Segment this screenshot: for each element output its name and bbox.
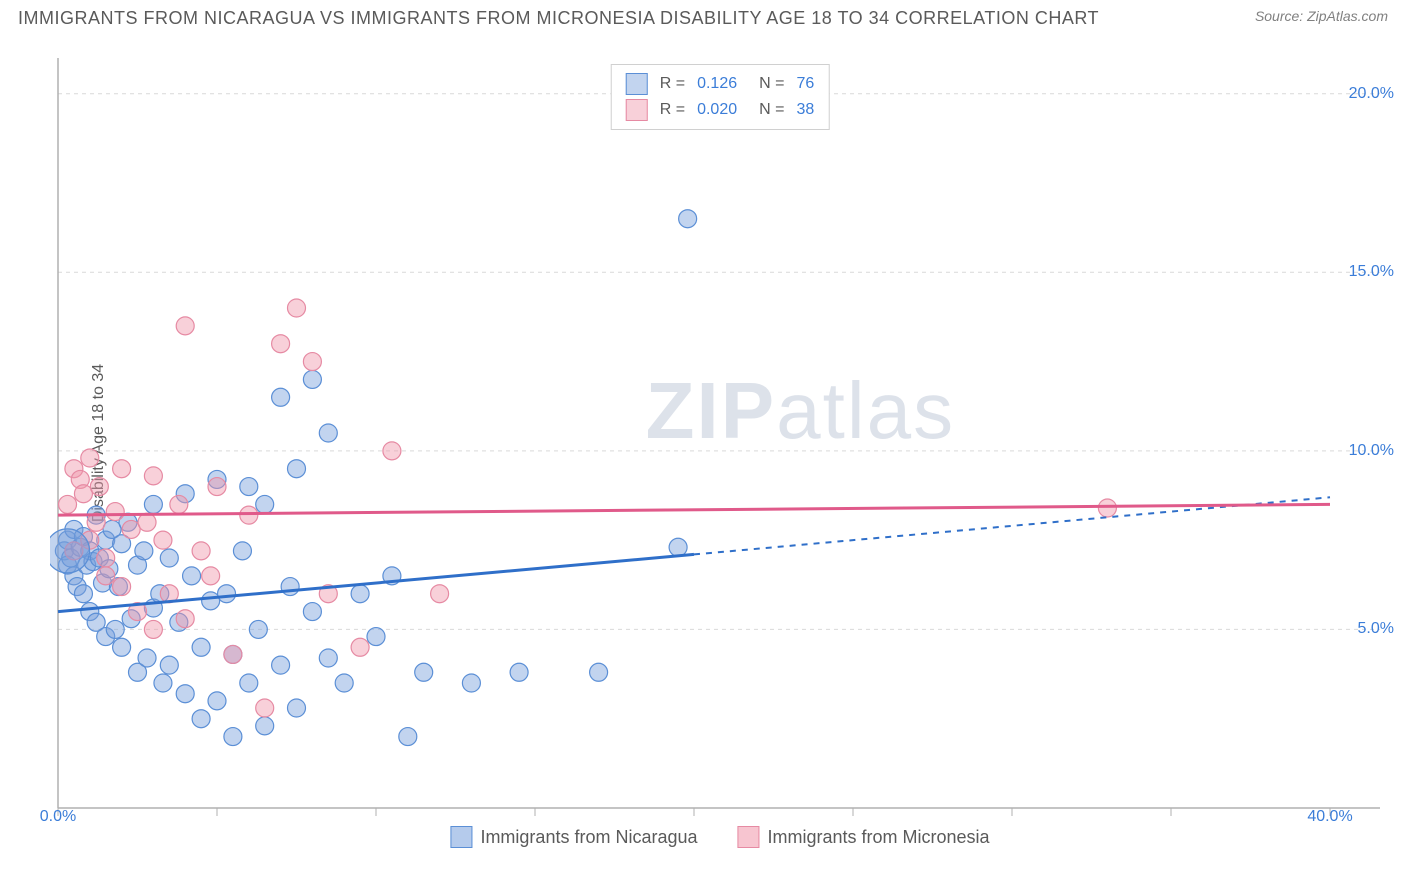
legend-row-micronesia: R = 0.020 N = 38 <box>626 97 815 123</box>
legend-row-nicaragua: R = 0.126 N = 76 <box>626 71 815 97</box>
legend-label-nicaragua: Immigrants from Nicaragua <box>480 827 697 848</box>
correlation-legend: R = 0.126 N = 76 R = 0.020 N = 38 <box>611 64 830 130</box>
swatch-nicaragua <box>450 826 472 848</box>
r-label: R = <box>660 101 685 119</box>
legend-label-micronesia: Immigrants from Micronesia <box>768 827 990 848</box>
chart-title: IMMIGRANTS FROM NICARAGUA VS IMMIGRANTS … <box>18 8 1099 29</box>
series-legend: Immigrants from Nicaragua Immigrants fro… <box>450 826 989 848</box>
y-tick-label: 10.0% <box>1349 442 1394 460</box>
y-tick-label: 15.0% <box>1349 263 1394 281</box>
x-tick-label: 40.0% <box>1307 808 1352 826</box>
x-tick-label: 0.0% <box>40 808 76 826</box>
y-tick-label: 5.0% <box>1358 620 1394 638</box>
source-label: Source: ZipAtlas.com <box>1255 8 1388 24</box>
swatch-nicaragua <box>626 73 648 95</box>
r-value-micronesia: 0.020 <box>697 101 737 119</box>
n-value-nicaragua: 76 <box>796 75 814 93</box>
chart-container: Disability Age 18 to 34 ZIPatlas R = 0.1… <box>50 38 1390 848</box>
swatch-micronesia <box>738 826 760 848</box>
legend-item-micronesia: Immigrants from Micronesia <box>738 826 990 848</box>
r-value-nicaragua: 0.126 <box>697 75 737 93</box>
scatter-plot <box>50 38 1390 848</box>
n-label: N = <box>759 75 784 93</box>
r-label: R = <box>660 75 685 93</box>
legend-item-nicaragua: Immigrants from Nicaragua <box>450 826 697 848</box>
y-tick-label: 20.0% <box>1349 85 1394 103</box>
swatch-micronesia <box>626 99 648 121</box>
n-label: N = <box>759 101 784 119</box>
n-value-micronesia: 38 <box>796 101 814 119</box>
